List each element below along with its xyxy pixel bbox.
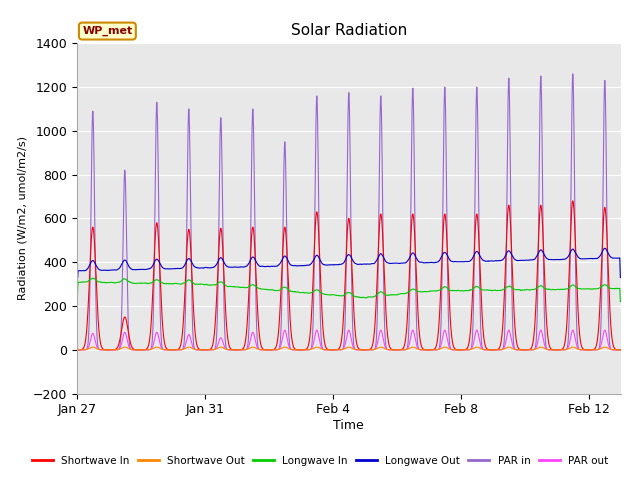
- PAR out: [186, 334, 194, 340]
- Longwave Out: [73, 275, 81, 280]
- Legend: Shortwave In, Shortwave Out, Longwave In, Longwave Out, PAR in, PAR out: Shortwave In, Shortwave Out, Longwave In…: [28, 452, 612, 470]
- Line: PAR in: PAR in: [77, 74, 621, 350]
- PAR out: [601, 327, 609, 333]
- Line: Shortwave In: Shortwave In: [77, 201, 621, 350]
- PAR out: [401, 347, 409, 353]
- Shortwave In: [569, 198, 577, 204]
- PAR out: [407, 333, 415, 338]
- Line: Longwave Out: Longwave Out: [77, 248, 621, 277]
- Longwave In: [186, 277, 194, 283]
- Shortwave In: [461, 347, 469, 352]
- Longwave In: [123, 277, 131, 283]
- Longwave In: [90, 276, 97, 281]
- Longwave Out: [601, 245, 609, 251]
- PAR in: [159, 347, 167, 352]
- PAR out: [122, 333, 130, 339]
- PAR in: [73, 347, 81, 353]
- Longwave Out: [186, 257, 194, 263]
- Longwave Out: [122, 259, 130, 264]
- Shortwave Out: [160, 347, 168, 352]
- Longwave In: [160, 280, 168, 286]
- Shortwave In: [617, 347, 625, 353]
- PAR out: [73, 347, 81, 353]
- Shortwave In: [401, 339, 409, 345]
- PAR in: [407, 193, 415, 199]
- Longwave In: [73, 299, 81, 304]
- X-axis label: Time: Time: [333, 419, 364, 432]
- PAR in: [461, 347, 469, 353]
- Shortwave Out: [401, 347, 409, 352]
- Line: Longwave In: Longwave In: [77, 278, 621, 301]
- Shortwave In: [186, 237, 194, 242]
- Longwave In: [617, 299, 625, 304]
- Longwave Out: [461, 259, 469, 264]
- Shortwave In: [407, 231, 415, 237]
- Longwave Out: [401, 260, 409, 266]
- Shortwave Out: [407, 345, 415, 350]
- Longwave In: [407, 287, 415, 293]
- Shortwave Out: [617, 347, 625, 353]
- Longwave In: [461, 288, 469, 294]
- Shortwave Out: [186, 345, 194, 350]
- Text: WP_met: WP_met: [82, 26, 132, 36]
- PAR in: [617, 347, 625, 353]
- Shortwave Out: [89, 344, 97, 350]
- Longwave Out: [159, 265, 167, 271]
- PAR out: [159, 347, 167, 352]
- Longwave Out: [407, 252, 415, 258]
- PAR in: [401, 347, 409, 353]
- PAR out: [617, 347, 625, 353]
- PAR in: [186, 168, 194, 174]
- Y-axis label: Radiation (W/m2, umol/m2/s): Radiation (W/m2, umol/m2/s): [17, 136, 27, 300]
- Line: Shortwave Out: Shortwave Out: [77, 347, 621, 350]
- Shortwave In: [122, 318, 130, 324]
- Longwave Out: [617, 275, 625, 280]
- Shortwave Out: [123, 345, 131, 350]
- Shortwave In: [73, 347, 81, 353]
- PAR in: [569, 71, 577, 77]
- Shortwave In: [159, 333, 167, 338]
- Shortwave Out: [461, 347, 469, 353]
- PAR out: [461, 347, 469, 353]
- Title: Solar Radiation: Solar Radiation: [291, 23, 407, 38]
- Shortwave Out: [73, 347, 81, 353]
- Line: PAR out: PAR out: [77, 330, 621, 350]
- PAR in: [122, 226, 130, 232]
- Longwave In: [401, 290, 409, 296]
